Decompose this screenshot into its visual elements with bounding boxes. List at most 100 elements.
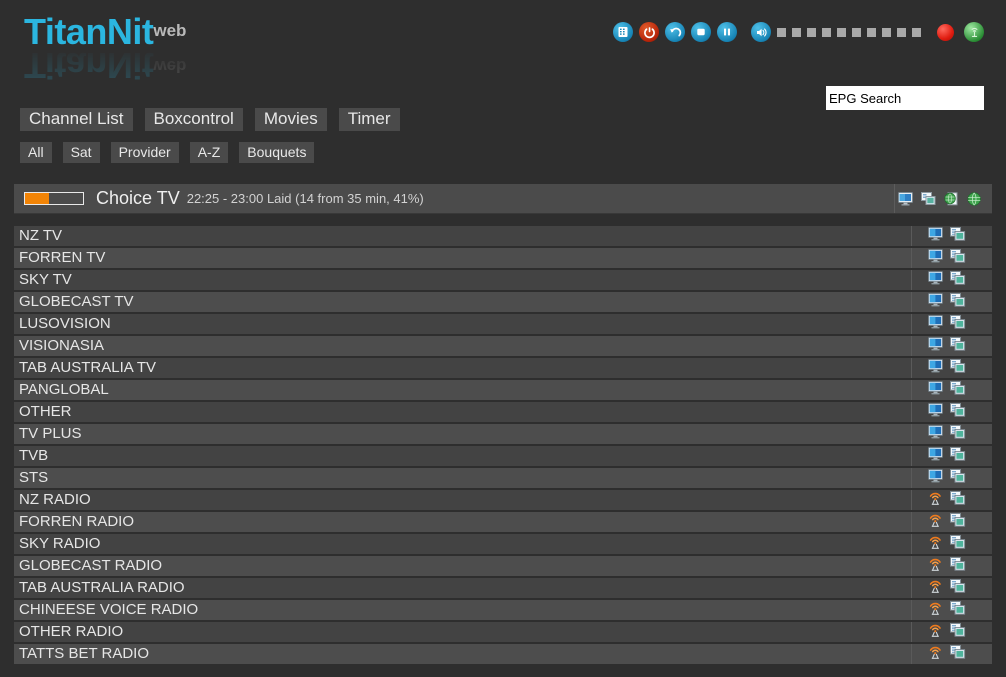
channel-epg-list-icon[interactable] [950,513,966,527]
speaker-icon[interactable] [751,22,771,42]
epg-search-input[interactable] [826,86,984,110]
channel-epg-list-icon[interactable] [950,315,966,329]
radio-antenna-icon[interactable] [928,513,944,527]
tab-channel-list[interactable]: Channel List [20,108,133,131]
channel-row[interactable]: FORREN TV [14,248,992,270]
tab-bouquets[interactable]: Bouquets [239,142,315,163]
radio-antenna-icon[interactable] [928,623,944,637]
channel-row-divider [911,226,912,246]
channel-row[interactable]: SKY TV [14,270,992,292]
volume-block[interactable] [792,27,801,37]
signal-icon[interactable] [964,22,984,42]
channel-row[interactable]: CHINEESE VOICE RADIO [14,600,992,622]
channel-epg-list-icon[interactable] [950,557,966,571]
radio-antenna-icon[interactable] [928,557,944,571]
channel-epg-list-icon[interactable] [950,447,966,461]
channel-row-label: VISIONASIA [19,337,105,354]
globe-icon[interactable] [967,191,982,206]
tv-screen-icon[interactable] [928,315,944,329]
channel-row-label: OTHER [19,403,72,420]
channel-epg-list-icon[interactable] [950,403,966,417]
channel-row[interactable]: TVB [14,446,992,468]
radio-antenna-icon[interactable] [928,601,944,615]
channel-epg-list-icon[interactable] [950,601,966,615]
channel-row-label: GLOBECAST TV [19,293,134,310]
channel-epg-list-icon[interactable] [950,227,966,241]
channel-epg-list-icon[interactable] [950,535,966,549]
windows-stack-icon[interactable] [921,191,937,206]
power-icon[interactable] [639,22,659,42]
radio-antenna-icon[interactable] [928,645,944,659]
tab-sat[interactable]: Sat [62,142,100,163]
channel-row-label: TVB [19,447,49,464]
channel-row[interactable]: TATTS BET RADIO [14,644,992,666]
channel-row[interactable]: TV PLUS [14,424,992,446]
tv-screen-icon[interactable] [928,271,944,285]
tv-screen-icon[interactable] [928,447,944,461]
channel-epg-list-icon[interactable] [950,579,966,593]
radio-antenna-icon[interactable] [928,579,944,593]
tab-boxcontrol[interactable]: Boxcontrol [144,108,243,131]
tv-screen-icon[interactable] [928,293,944,307]
tab-a-z[interactable]: A-Z [189,142,229,163]
tv-screen-icon[interactable] [928,381,944,395]
channel-epg-list-icon[interactable] [950,271,966,285]
channel-epg-list-icon[interactable] [950,645,966,659]
channel-epg-list-icon[interactable] [950,623,966,637]
tab-movies[interactable]: Movies [254,108,327,131]
volume-block[interactable] [912,27,921,37]
channel-epg-list-icon[interactable] [950,359,966,373]
tv-screen-icon[interactable] [928,337,944,351]
channel-row[interactable]: FORREN RADIO [14,512,992,534]
channel-row-label: STS [19,469,49,486]
channel-row[interactable]: GLOBECAST RADIO [14,556,992,578]
tv-screen-icon[interactable] [928,425,944,439]
channel-epg-list-icon[interactable] [950,337,966,351]
stop-icon[interactable] [691,22,711,42]
record-icon[interactable] [937,23,954,41]
volume-block[interactable] [807,27,816,37]
keypad-icon[interactable] [613,22,633,42]
channel-row[interactable]: TAB AUSTRALIA RADIO [14,578,992,600]
channel-row[interactable]: GLOBECAST TV [14,292,992,314]
tv-screen-icon[interactable] [928,359,944,373]
channel-row[interactable]: TAB AUSTRALIA TV [14,358,992,380]
channel-epg-list-icon[interactable] [950,381,966,395]
tv-screen-icon[interactable] [928,403,944,417]
channel-epg-list-icon[interactable] [950,469,966,483]
tv-screen-icon[interactable] [928,249,944,263]
volume-block[interactable] [837,27,846,37]
channel-row-actions [928,271,966,285]
volume-block[interactable] [777,27,786,37]
tab-timer[interactable]: Timer [338,108,400,131]
channel-row[interactable]: SKY RADIO [14,534,992,556]
channel-epg-list-icon[interactable] [950,425,966,439]
channel-epg-list-icon[interactable] [950,249,966,263]
tv-screen-icon[interactable] [928,469,944,483]
volume-block[interactable] [852,27,861,37]
channel-row-label: TAB AUSTRALIA RADIO [19,579,185,596]
back-icon[interactable] [665,22,685,42]
channel-row[interactable]: NZ RADIO [14,490,992,512]
tv-screen-icon[interactable] [928,227,944,241]
pause-icon[interactable] [717,22,737,42]
globe-page-icon[interactable] [944,191,960,206]
channel-epg-list-icon[interactable] [950,491,966,505]
radio-antenna-icon[interactable] [928,491,944,505]
channel-row[interactable]: STS [14,468,992,490]
tab-provider[interactable]: Provider [110,142,179,163]
volume-block[interactable] [897,27,906,37]
volume-block[interactable] [882,27,891,37]
channel-row[interactable]: VISIONASIA [14,336,992,358]
volume-block[interactable] [822,27,831,37]
radio-antenna-icon[interactable] [928,535,944,549]
volume-block[interactable] [867,27,876,37]
channel-row[interactable]: NZ TV [14,226,992,248]
channel-row[interactable]: LUSOVISION [14,314,992,336]
channel-row[interactable]: OTHER [14,402,992,424]
channel-epg-list-icon[interactable] [950,293,966,307]
channel-row[interactable]: PANGLOBAL [14,380,992,402]
channel-row[interactable]: OTHER RADIO [14,622,992,644]
screen-icon[interactable] [898,191,914,206]
tab-all[interactable]: All [20,142,52,163]
